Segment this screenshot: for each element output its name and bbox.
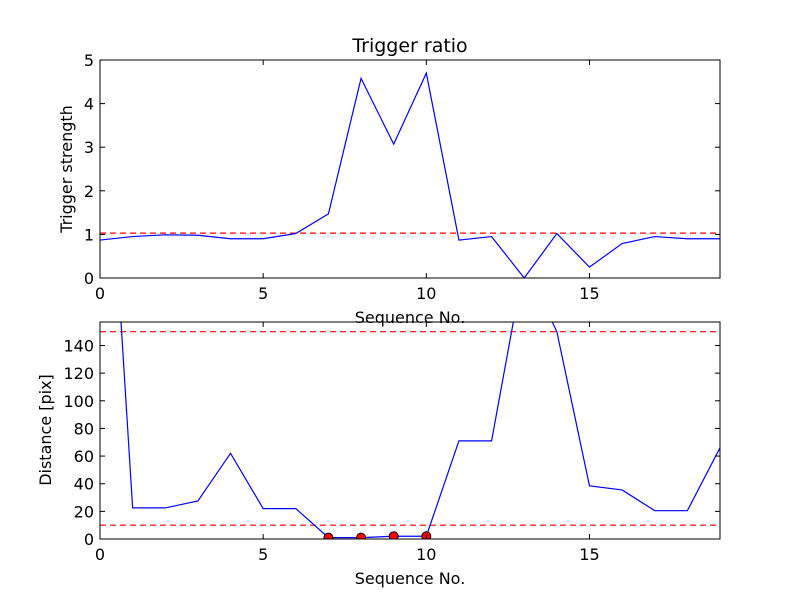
y-tick-label: 0 [84,530,94,549]
x-tick-label: 15 [579,545,599,564]
x-axis-label: Sequence No. [355,569,466,588]
x-tick-label: 10 [416,284,436,303]
distance-axes: Sequence No. Distance [pix] 0 5 10 15 0 20 40 6… [36,321,721,588]
x-tick-label: 0 [95,545,105,564]
x-tick-label: 5 [258,545,268,564]
y-tick-label: 1 [84,225,94,244]
data-point [356,532,367,539]
y-tick-label: 0 [84,269,94,288]
axes-frame [99,321,721,540]
y-tick-label: 20 [74,502,94,521]
series-line [100,71,720,278]
y-tick-label: 140 [63,336,94,355]
x-axis-label: Sequence No. [355,308,466,327]
y-tick-label: 100 [63,392,94,411]
y-tick-label: 60 [74,447,94,466]
series-line [120,322,720,539]
x-tick-label: 10 [416,545,436,564]
axes-frame [99,59,721,279]
y-tick-label: 80 [74,419,94,438]
chart-title: Trigger ratio [351,35,467,57]
x-tick-label: 15 [579,284,599,303]
x-tick-label: 5 [258,284,268,303]
y-axis-label: Trigger strength [57,105,76,234]
y-tick-label: 5 [84,51,94,70]
y-tick-label: 120 [63,364,94,383]
y-tick-label: 40 [74,475,94,494]
x-tick-label: 0 [95,284,105,303]
data-point [388,531,399,539]
y-axis-label: Distance [pix] [36,374,55,486]
y-tick-label: 4 [84,95,94,114]
y-tick-label: 2 [84,182,94,201]
data-point [323,532,334,539]
y-tick-label: 3 [84,138,94,157]
